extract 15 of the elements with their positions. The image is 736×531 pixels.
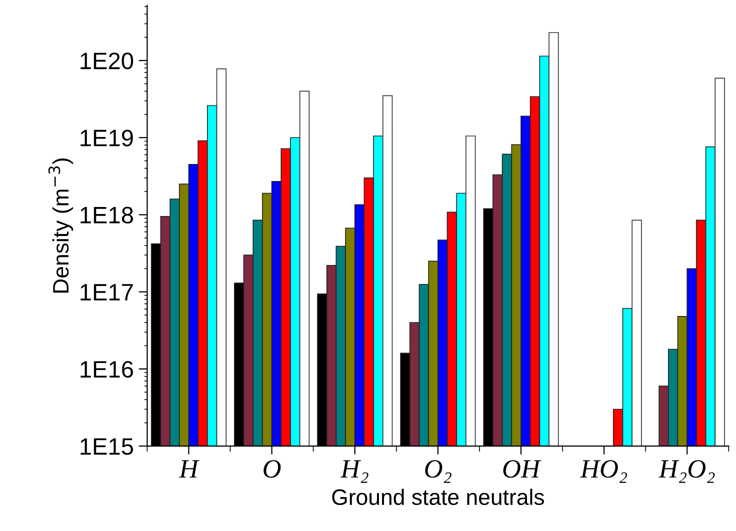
x-axis-title: Ground state neutrals: [332, 488, 544, 506]
x-tick-label: OH: [503, 460, 542, 478]
y-tick-label: 1E15: [80, 438, 134, 455]
y-tick-label: 1E17: [80, 284, 133, 300]
x-tick-label: H₂O₂: [658, 460, 715, 483]
x-tick-label: H₂: [340, 460, 368, 483]
x-tick-label: O: [264, 460, 281, 478]
y-tick-label: 1E20: [80, 52, 134, 70]
x-tick-label: HO₂: [580, 460, 628, 483]
y-axis-title: Density (m$^{−3}$): [48, 158, 74, 293]
y-tick-label: 1E18: [80, 206, 133, 224]
y-tick-label: 1E19: [80, 130, 133, 146]
x-tick-label: H: [178, 460, 200, 478]
x-tick-label: O₂: [425, 460, 452, 483]
y-tick-label: 1E16: [80, 361, 133, 378]
